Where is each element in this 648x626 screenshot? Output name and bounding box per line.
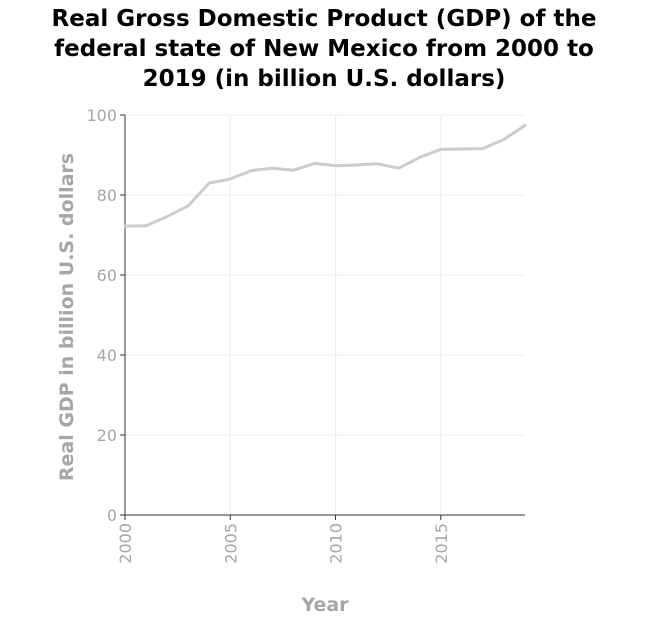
x-tick-label: 2000 xyxy=(116,523,135,564)
y-tick-label: 0 xyxy=(107,506,117,525)
x-tick-label: 2005 xyxy=(221,523,240,564)
chart-title-line-2: federal state of New Mexico from 2000 to xyxy=(54,36,594,62)
x-axis-title: Year xyxy=(300,594,349,616)
y-axis-title: Real GDP in billion U.S. dollars xyxy=(56,153,78,481)
data-series xyxy=(123,123,527,228)
y-tick-label: 20 xyxy=(97,426,117,445)
chart-title-line-3: 2019 (in billion U.S. dollars) xyxy=(142,66,506,92)
y-tick-label: 60 xyxy=(97,266,117,285)
y-tick-label: 40 xyxy=(97,346,117,365)
y-tick-label: 100 xyxy=(86,106,117,125)
y-tick-label: 80 xyxy=(97,186,117,205)
chart-title: Real Gross Domestic Product (GDP) of the… xyxy=(0,4,648,94)
axes xyxy=(124,115,525,516)
series-line xyxy=(123,123,527,228)
grid-lines xyxy=(125,114,525,515)
chart-title-line-1: Real Gross Domestic Product (GDP) of the xyxy=(51,6,597,32)
x-tick-label: 2010 xyxy=(327,523,346,564)
x-tick-label: 2015 xyxy=(432,523,451,564)
tick-labels: 0 20 40 60 80 100 2000 2005 2010 2015 xyxy=(86,106,450,564)
